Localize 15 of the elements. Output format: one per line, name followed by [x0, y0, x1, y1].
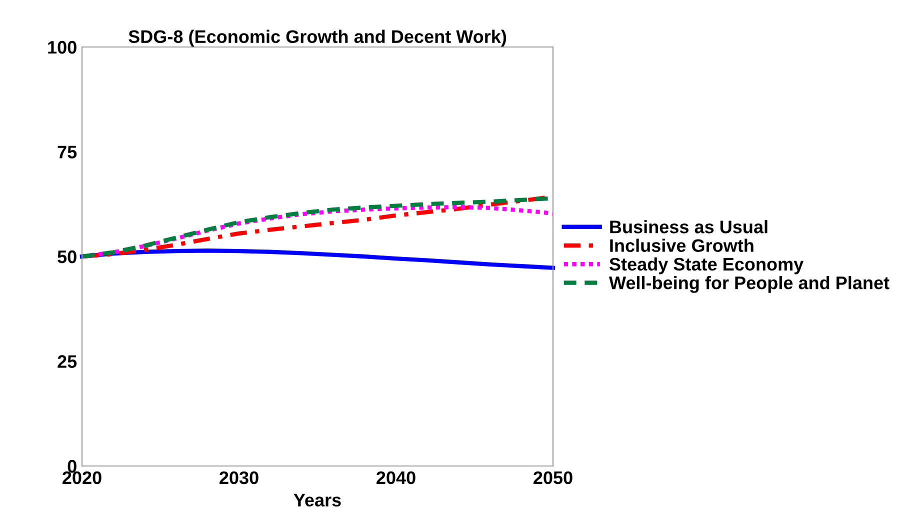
y-tick-label: 50: [58, 250, 76, 264]
y-tick-label: 100: [48, 40, 76, 54]
legend-label: Well-being for People and Planet: [608, 276, 890, 293]
y-tick-label: 0: [68, 460, 76, 473]
x-tick-label: 2050: [534, 471, 572, 484]
chart-title: SDG-8 (Economic Growth and Decent Work): [128, 30, 506, 47]
x-tick-label: 2040: [376, 471, 416, 484]
x-tick-label: 2030: [220, 471, 258, 484]
x-axis-title: Years: [294, 494, 341, 507]
legend-label: Steady State Economy: [609, 257, 804, 274]
y-tick-label: 75: [58, 146, 77, 158]
x-tick-label: 2020: [62, 471, 102, 484]
legend-label: Business as Usual: [610, 220, 768, 234]
legend-label: Inclusive Growth: [610, 238, 754, 252]
y-tick-label: 25: [58, 355, 77, 368]
